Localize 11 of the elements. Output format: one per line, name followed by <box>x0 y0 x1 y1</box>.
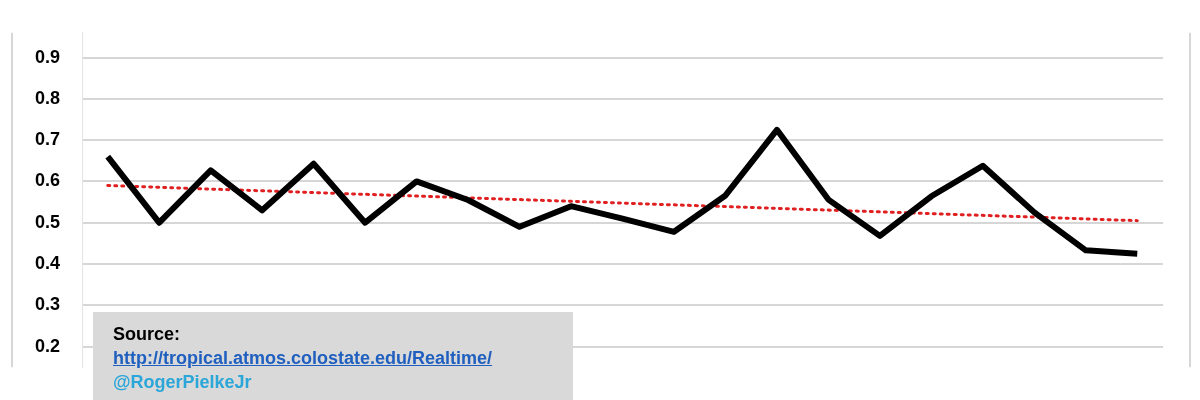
y-tick-label: 0.2 <box>34 335 60 356</box>
y-tick-label: 0.5 <box>34 211 60 232</box>
annotation: Source: <box>113 323 182 346</box>
source-box: Source: http://tropical.atmos.colostate.edu/Realtime/ @RogerPielkeJr <box>93 312 573 400</box>
annotation: http://tropical.atmos.colostate.edu/Realtime/ <box>113 347 494 370</box>
y-tick-label: 0.6 <box>34 170 60 191</box>
y-tick-label: 0.4 <box>34 252 60 273</box>
y-tick-label: 0.3 <box>34 294 60 315</box>
y-tick-label: 0.7 <box>34 129 60 150</box>
y-tick-label: 0.9 <box>34 46 60 67</box>
y-tick-label: 0.8 <box>34 87 60 108</box>
